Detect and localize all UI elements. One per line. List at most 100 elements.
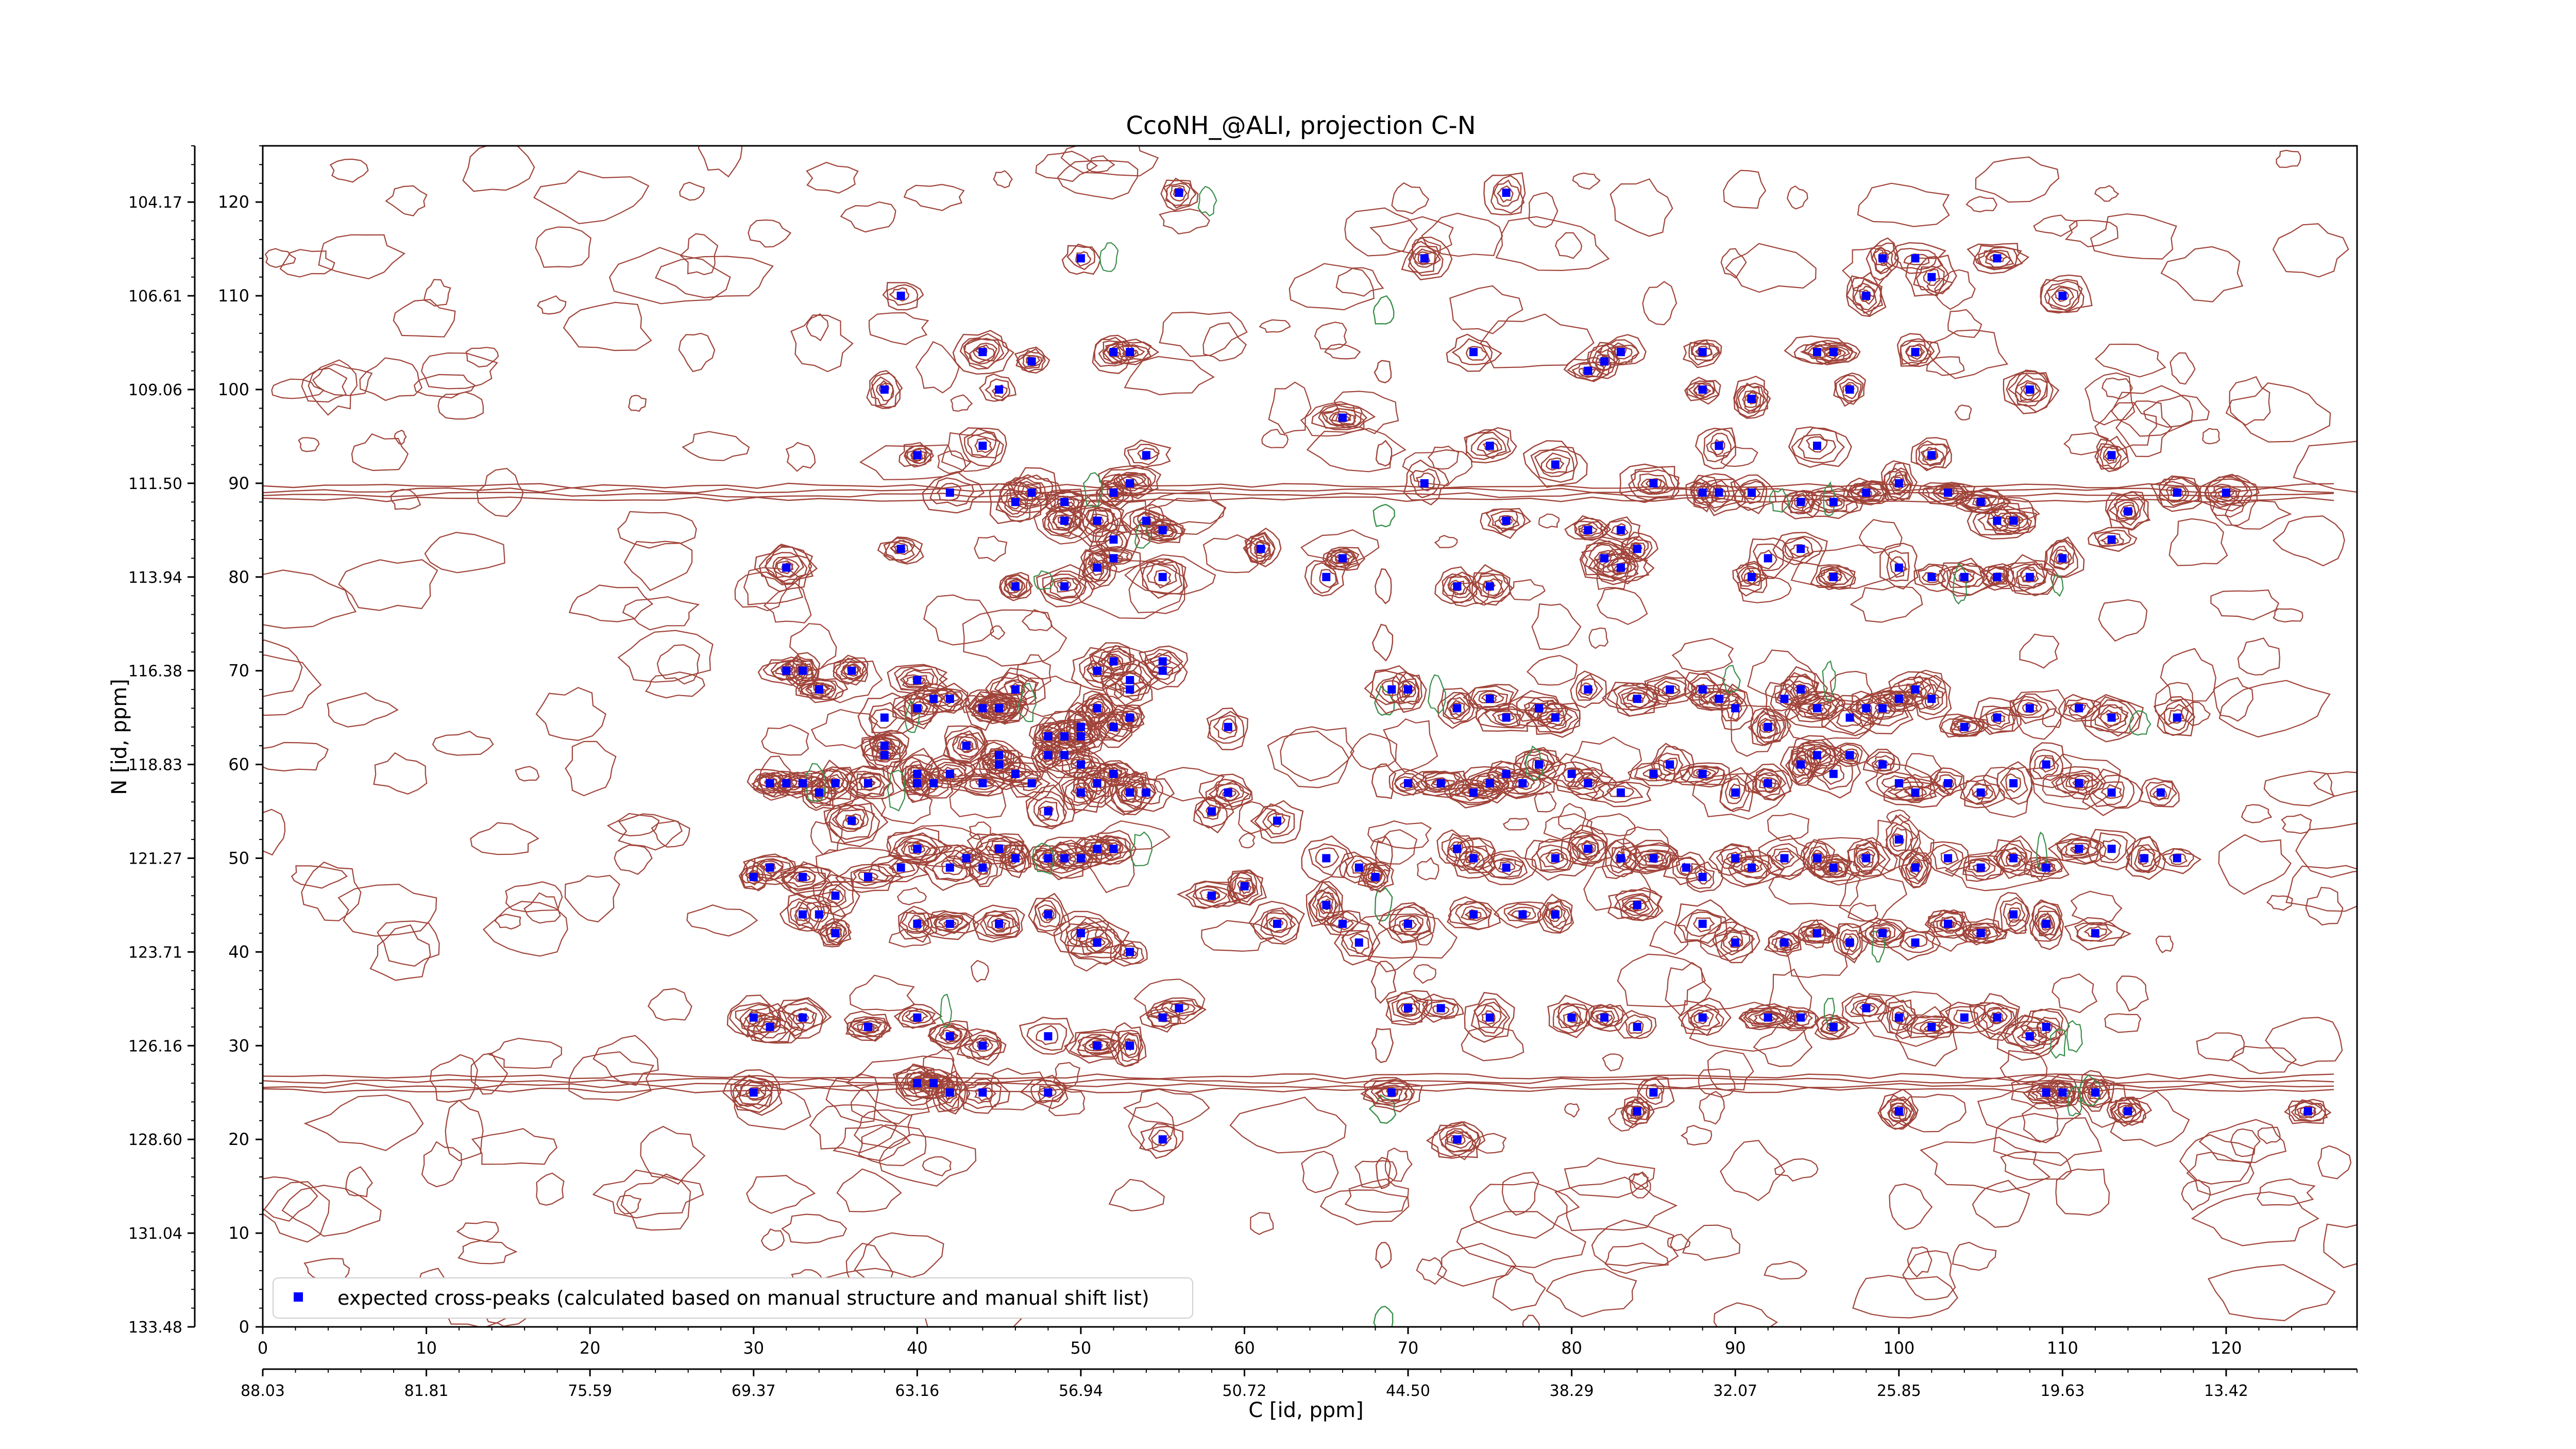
contour-line — [1476, 1004, 1502, 1028]
cross-peak-marker — [1633, 695, 1641, 703]
contour-line — [1774, 688, 1796, 709]
contour-line — [1227, 871, 1259, 903]
contour-line — [1026, 1023, 1067, 1051]
contour-line — [1326, 911, 1359, 933]
contour-line — [1413, 964, 1437, 984]
cross-peak-marker — [945, 488, 954, 497]
contour-line — [462, 146, 535, 192]
contour-line — [1564, 1103, 1580, 1118]
contour-line — [1048, 1089, 1086, 1117]
contour-line — [761, 724, 809, 756]
contour-line — [872, 745, 901, 769]
contour-line — [1063, 1029, 1126, 1064]
contour-line — [955, 1072, 1010, 1114]
contour-line — [1043, 574, 1087, 600]
contour-line — [818, 881, 854, 915]
contour-line — [903, 697, 933, 721]
cross-peak-marker — [1845, 713, 1854, 722]
contour-line — [1074, 690, 1117, 730]
contour-line — [964, 1035, 1002, 1060]
contour-line — [1936, 916, 1962, 934]
contour-line — [795, 677, 849, 700]
contour-line — [1833, 743, 1870, 767]
contour-line — [1367, 924, 1418, 973]
contour-line — [1767, 813, 1810, 841]
cross-peak-marker — [1093, 516, 1101, 525]
cross-peak-marker — [2042, 863, 2050, 872]
contour-line — [1133, 783, 1156, 799]
contour-line — [2049, 545, 2073, 570]
contour-line — [1667, 1234, 1691, 1252]
contour-line — [2158, 699, 2196, 736]
contour-line — [1388, 768, 1430, 796]
contour-line — [974, 535, 1008, 562]
contour-line — [1637, 473, 1670, 495]
contour-line — [2263, 770, 2335, 806]
cross-peak-marker — [962, 854, 971, 863]
cross-peak-marker — [913, 919, 922, 928]
contour-line — [959, 1030, 1007, 1060]
contour-layer — [263, 146, 2357, 1327]
cross-peak-marker — [1649, 769, 1658, 778]
contour-line — [1611, 562, 1632, 574]
contour-line — [1448, 901, 1492, 930]
contour-line — [1798, 434, 1837, 460]
contour-line — [1427, 445, 1460, 470]
x-ppm-tick-label: 69.37 — [732, 1382, 776, 1400]
cross-peak-marker — [945, 769, 954, 778]
contour-line — [394, 429, 407, 445]
contour-line — [2191, 1191, 2320, 1246]
cross-peak-marker — [1829, 348, 1838, 357]
contour-line — [1511, 776, 1535, 790]
contour-line — [640, 1125, 706, 1185]
cross-peak-marker — [766, 1022, 774, 1031]
cross-peak-marker — [945, 1032, 954, 1041]
contour-line — [923, 911, 980, 940]
contour-line — [1770, 683, 1800, 712]
contour-line — [825, 1073, 879, 1123]
cross-peak-marker — [945, 919, 954, 928]
contour-line — [923, 692, 945, 704]
contour-line — [908, 914, 927, 933]
contour-line — [377, 920, 440, 967]
cross-peak-marker — [1126, 788, 1134, 797]
contour-line — [887, 284, 919, 306]
cross-peak-marker — [995, 919, 1004, 928]
contour-line — [871, 373, 901, 409]
contour-line — [2168, 709, 2184, 724]
cross-peak-marker — [896, 292, 905, 300]
cross-peak-marker — [799, 872, 807, 881]
contour-line — [1161, 1000, 1196, 1016]
contour-line — [1999, 897, 2030, 932]
contour-line — [437, 391, 484, 420]
contour-line — [1383, 718, 1438, 773]
contour-line — [1680, 1125, 1713, 1146]
contour-line — [2272, 223, 2349, 278]
contour-line — [849, 772, 886, 797]
contour-line — [1690, 481, 1715, 504]
contour-line — [2230, 1046, 2297, 1074]
cross-peak-marker — [848, 816, 856, 825]
contour-line — [2083, 925, 2107, 938]
cross-peak-marker — [995, 385, 1004, 394]
contour-line — [1004, 491, 1026, 515]
contour-line — [1852, 278, 1883, 314]
contour-line — [1228, 869, 1264, 906]
contour-line — [931, 764, 966, 783]
contour-line — [1614, 893, 1659, 921]
contour-line — [1808, 846, 1828, 870]
contour-line — [1417, 857, 1439, 881]
contour-line — [628, 395, 647, 412]
contour-line — [432, 730, 494, 756]
contour-line — [2063, 432, 2109, 456]
contour-line — [2266, 895, 2293, 911]
contour-line — [2066, 1020, 2083, 1053]
contour-line — [1015, 481, 1044, 502]
contour-line — [1591, 1219, 1679, 1267]
contour-line — [902, 1008, 932, 1024]
x-tick-label: 70 — [1398, 1338, 1419, 1358]
contour-line — [2076, 922, 2113, 942]
contour-line — [1693, 768, 1717, 779]
contour-line — [1338, 851, 1378, 884]
contour-line — [972, 904, 1025, 943]
